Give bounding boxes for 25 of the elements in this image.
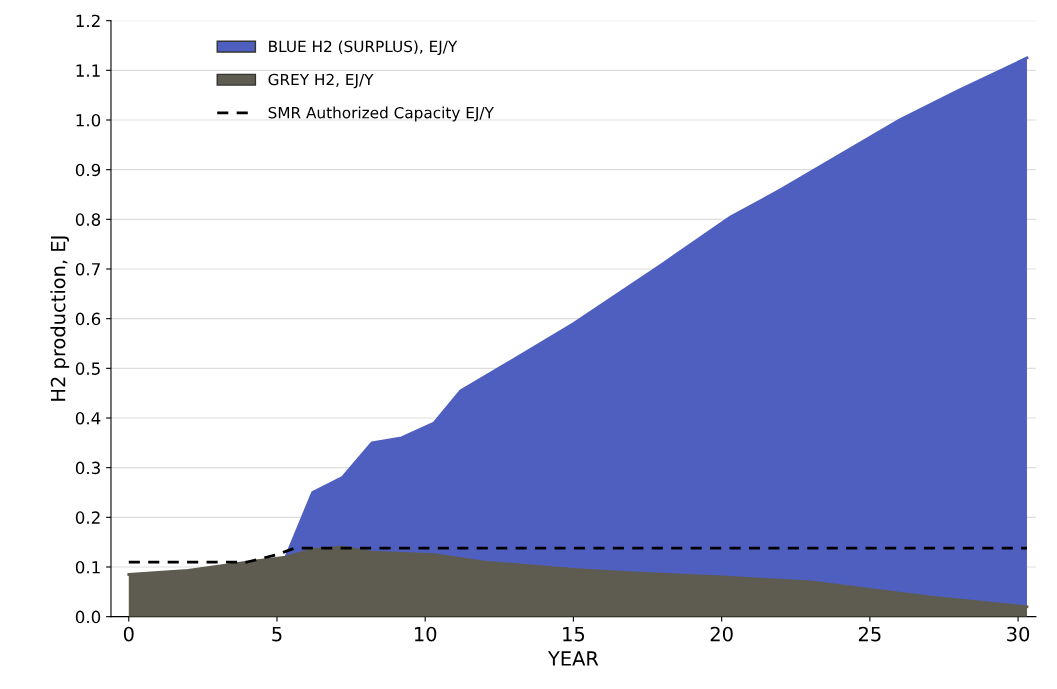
x-tick-label: 15 [563, 626, 585, 642]
x-tick-label: 10 [414, 626, 437, 642]
legend-label: SMR Authorized Capacity EJ/Y [268, 106, 494, 122]
y-tick-label: 0.6 [75, 312, 101, 326]
legend-label: GREY H2, EJ/Y [268, 73, 374, 89]
y-tick-label: 0.8 [75, 213, 101, 226]
y-tick-label: 0.1 [75, 560, 100, 574]
y-tick-label: 1.1 [76, 64, 100, 77]
x-tick-label: 0 [123, 626, 134, 642]
y-tick-label: 0.0 [75, 610, 101, 624]
x-tick-label: 30 [1007, 626, 1030, 642]
y-tick-label: 1.0 [76, 113, 101, 127]
y-tick-label: 0.2 [75, 511, 100, 524]
y-tick-label: 0.9 [75, 163, 101, 177]
x-tick-label: 20 [710, 626, 733, 642]
y-tick-label: 0.7 [75, 262, 100, 276]
y-tick-label: 0.4 [75, 411, 101, 425]
y-axis-title: H2 production, EJ [50, 236, 70, 401]
y-tick-label: 1.2 [76, 14, 100, 27]
y-tick-label: 0.3 [75, 461, 100, 475]
legend-label: BLUE H2 (SURPLUS), EJ/Y [269, 40, 458, 56]
x-axis-title: YEAR [547, 651, 599, 666]
y-tick-label: 0.5 [75, 362, 100, 375]
x-tick-label: 5 [272, 626, 282, 642]
x-tick-label: 25 [858, 626, 881, 642]
